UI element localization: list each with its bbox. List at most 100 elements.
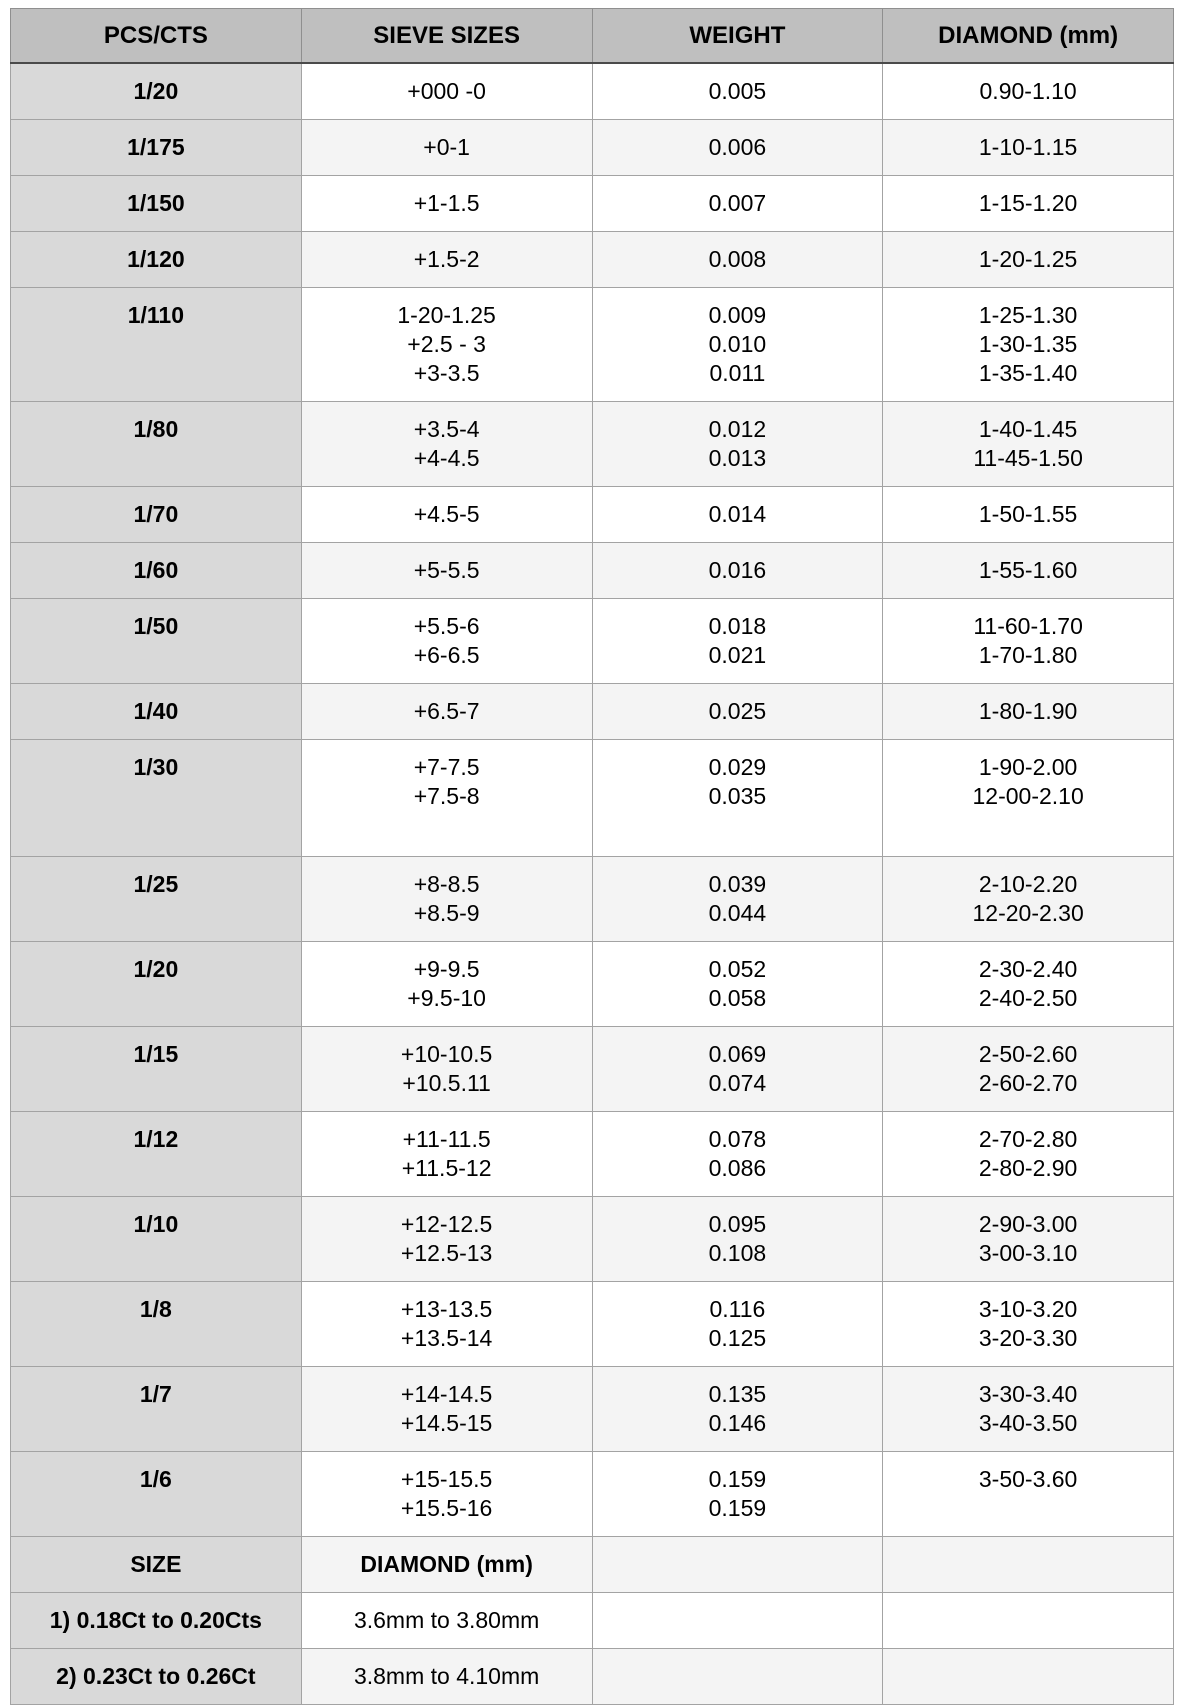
cell-line: +11.5-12 [401,1155,492,1181]
diamond-mm-cell [882,1592,1174,1649]
sieve-sizes-cell: +1-1.5 [300,175,593,232]
diamond-mm-cell: 3-50-3.60 [882,1451,1174,1537]
cell-line: 3.6mm to 3.80mm [353,1607,540,1633]
cell-line: 1/150 [127,190,185,216]
diamond-mm-cell: 2-10-2.20 12-20-2.30 [882,856,1174,942]
cell-line: +000 -0 [407,78,486,104]
cell-line: 0.159 [708,1466,767,1492]
sieve-sizes-cell: 1-20-1.25 +2.5 - 3 +3-3.5 [300,287,593,402]
table-row: 1/120 +1.5-2 0.008 1-20-1.25 [10,231,1174,288]
cell-line: 3.8mm to 4.10mm [353,1663,540,1689]
weight-cell [591,1536,884,1593]
cell-line: 0.005 [708,78,767,104]
cell-line: 2-60-2.70 [978,1070,1078,1096]
cell-line: 1/80 [133,416,179,442]
cell-line: +15-15.5 [400,1466,493,1492]
sieve-sizes-cell: +8-8.5 +8.5-9 [300,856,593,942]
cell-line: 3-40-3.50 [978,1410,1078,1436]
weight-cell: 0.009 0.010 0.011 [591,287,884,402]
table-row: 1/8 +13-13.5 +13.5-14 0.116 0.125 3-10-3.20 3-… [10,1281,1174,1367]
cell-line: +8.5-9 [413,900,480,926]
table-row: 1/7 +14-14.5 +14.5-15 0.135 0.146 3-30-3.40 3-… [10,1366,1174,1452]
diamond-sieve-size-table: PCS/CTS SIEVE SIZES WEIGHT DIAMOND (mm) … [10,8,1174,1705]
pcs-cts-cell: 1/15 [10,1026,302,1112]
header-row: PCS/CTS SIEVE SIZES WEIGHT DIAMOND (mm) [10,8,1174,64]
pcs-cts-cell: 2) 0.23Ct to 0.26Ct [10,1648,302,1705]
sieve-sizes-cell: +13-13.5 +13.5-14 [300,1281,593,1367]
table-row: 1/175 +0-1 0.006 1-10-1.15 [10,119,1174,176]
cell-line: 2-80-2.90 [978,1155,1078,1181]
diamond-mm-cell: 1-50-1.55 [882,486,1174,543]
cell-line: 0.010 [708,331,767,357]
cell-line: 1/20 [133,956,179,982]
cell-line: +15.5-16 [400,1495,493,1521]
pcs-cts-cell: 1) 0.18Ct to 0.20Cts [10,1592,302,1649]
diamond-mm-cell: 2-50-2.60 2-60-2.70 [882,1026,1174,1112]
cell-line: 0.159 [708,1495,767,1521]
sieve-sizes-cell: +3.5-4 +4-4.5 [300,401,593,487]
table-row: 1/20 +9-9.5 +9.5-10 0.052 0.058 2-30-2.40 2-40… [10,941,1174,1027]
cell-line: 3-20-3.30 [978,1325,1078,1351]
pcs-cts-cell: 1/40 [10,683,302,740]
pcs-cts-cell: 1/70 [10,486,302,543]
sieve-sizes-cell: +9-9.5 +9.5-10 [300,941,593,1027]
cell-line: 3-10-3.20 [978,1296,1078,1322]
cell-line: +4-4.5 [413,445,480,471]
cell-line: 2) 0.23Ct to 0.26Ct [56,1663,256,1689]
cell-line: 0.016 [708,557,767,583]
cell-line: 1/110 [127,302,185,328]
cell-line: 0.013 [708,445,767,471]
cell-line: 1-55-1.60 [978,557,1078,583]
column-header-diamond-mm: DIAMOND (mm) [882,8,1174,64]
cell-line: 0.135 [708,1381,767,1407]
table-row: SIZE DIAMOND (mm) [10,1536,1174,1593]
cell-line: 1-30-1.35 [978,331,1078,357]
table-row: 1/110 1-20-1.25 +2.5 - 3 +3-3.5 0.009 0.010 0.… [10,287,1174,402]
diamond-mm-cell: 1-10-1.15 [882,119,1174,176]
weight-cell: 0.012 0.013 [591,401,884,487]
sieve-sizes-cell: +4.5-5 [300,486,593,543]
cell-line: 1/12 [133,1126,179,1152]
cell-line: +13.5-14 [400,1325,493,1351]
cell-line: 11-60-1.70 [973,613,1083,639]
weight-cell [591,1648,884,1705]
weight-cell: 0.018 0.021 [591,598,884,684]
diamond-mm-cell: 1-55-1.60 [882,542,1174,599]
weight-cell: 0.039 0.044 [591,856,884,942]
cell-line: 0.007 [708,190,767,216]
diamond-mm-cell: 1-25-1.30 1-30-1.35 1-35-1.40 [882,287,1174,402]
sieve-sizes-cell: +12-12.5 +12.5-13 [300,1196,593,1282]
pcs-cts-cell: 1/12 [10,1111,302,1197]
cell-line: 11-45-1.50 [973,445,1083,471]
cell-line: +10.5.11 [402,1070,491,1096]
cell-line: +11-11.5 [402,1126,491,1152]
weight-cell: 0.006 [591,119,884,176]
weight-cell: 0.078 0.086 [591,1111,884,1197]
cell-line: 1/7 [139,1381,172,1407]
cell-line: +14-14.5 [400,1381,493,1407]
cell-line: 2-70-2.80 [978,1126,1078,1152]
cell-line: 1-80-1.90 [978,698,1078,724]
cell-line: 1/6 [139,1466,172,1492]
cell-line: +8-8.5 [413,871,480,897]
cell-line: 0.108 [708,1240,767,1266]
column-header-pcs-cts: PCS/CTS [10,8,302,64]
table-row: 1/15 +10-10.5 +10.5.11 0.069 0.074 2-50-2.60 2… [10,1026,1174,1112]
diamond-mm-cell [882,1648,1174,1705]
cell-line: 0.125 [708,1325,767,1351]
cell-line: 0.078 [708,1126,767,1152]
table-row: 1/12 +11-11.5 +11.5-12 0.078 0.086 2-70-2.80 2… [10,1111,1174,1197]
cell-line: 1-20-1.25 [397,302,496,328]
cell-line: 0.90-1.10 [979,78,1077,104]
cell-line: 12-00-2.10 [972,783,1084,809]
table-row: 1/6 +15-15.5 +15.5-16 0.159 0.159 3-50-3.60 [10,1451,1174,1537]
sieve-sizes-cell: 3.8mm to 4.10mm [300,1648,593,1705]
pcs-cts-cell: 1/150 [10,175,302,232]
table-header: PCS/CTS SIEVE SIZES WEIGHT DIAMOND (mm) [10,8,1174,64]
cell-line: 0.008 [708,246,767,272]
pcs-cts-cell: 1/6 [10,1451,302,1537]
diamond-mm-cell: 1-20-1.25 [882,231,1174,288]
cell-line: +9-9.5 [413,956,480,982]
pcs-cts-cell: 1/50 [10,598,302,684]
weight-cell: 0.007 [591,175,884,232]
